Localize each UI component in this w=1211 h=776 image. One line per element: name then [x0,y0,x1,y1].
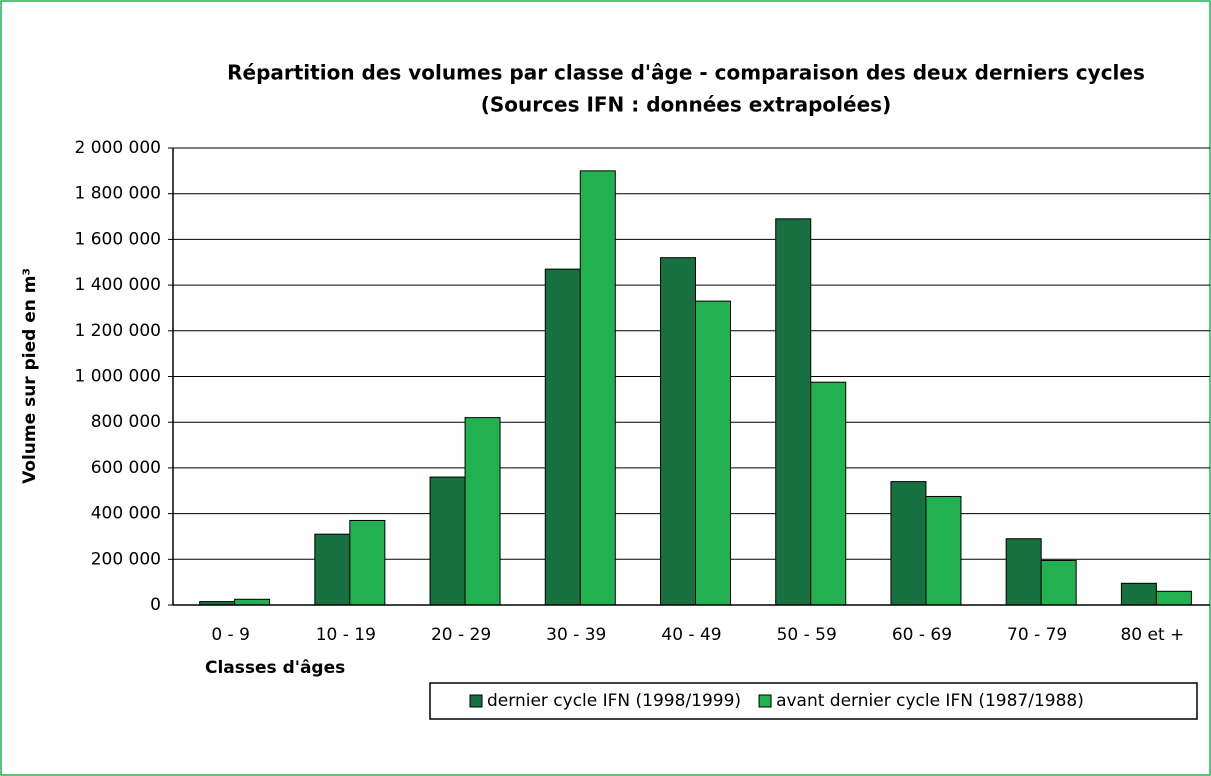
y-tick-label: 200 000 [91,549,161,569]
y-tick-label: 400 000 [91,504,161,524]
x-tick-label: 50 - 59 [777,625,837,645]
bar [810,381,847,606]
legend-swatch [758,694,772,708]
legend-label: dernier cycle IFN (1998/1999) [487,691,741,711]
y-tick-label: 0 [150,595,161,615]
legend-box [429,682,1198,720]
bar [234,598,271,606]
x-tick-label: 20 - 29 [431,625,491,645]
bar [890,481,927,606]
legend-label: avant dernier cycle IFN (1987/1988) [776,691,1084,711]
bar [544,268,581,606]
y-tick-label: 1 200 000 [74,321,161,341]
bar [314,533,351,606]
legend-swatch [469,694,483,708]
bar [925,495,962,606]
bar [1155,590,1192,606]
chart-title: Répartition des volumes par classe d'âge… [227,61,1145,85]
bar [660,257,696,606]
x-tick-label: 0 - 9 [211,625,250,645]
y-tick-label: 1 600 000 [74,229,161,249]
y-tick-label: 1 800 000 [74,184,161,204]
y-tick-label: 1 000 000 [74,367,161,387]
x-axis-label: Classes d'âges [205,658,345,678]
bar [349,519,386,606]
chart-subtitle: (Sources IFN : données extrapolées) [481,93,891,117]
bar [1040,559,1077,606]
x-tick-label: 70 - 79 [1007,625,1067,645]
y-tick-label: 1 400 000 [74,275,161,295]
bar [464,417,501,606]
x-tick-label: 10 - 19 [316,625,376,645]
y-tick-label: 800 000 [91,412,161,432]
bar [579,170,616,606]
x-tick-label: 40 - 49 [661,625,721,645]
bar [1005,538,1042,606]
bar [695,300,731,606]
x-tick-label: 60 - 69 [892,625,952,645]
y-tick-label: 600 000 [91,458,161,478]
bar [775,218,812,606]
bar [1120,582,1157,606]
bar [429,476,466,606]
y-axis-label: Volume sur pied en m³ [20,268,40,484]
x-tick-label: 80 et + [1120,625,1184,645]
y-tick-label: 2 000 000 [74,138,161,158]
x-tick-label: 30 - 39 [546,625,606,645]
